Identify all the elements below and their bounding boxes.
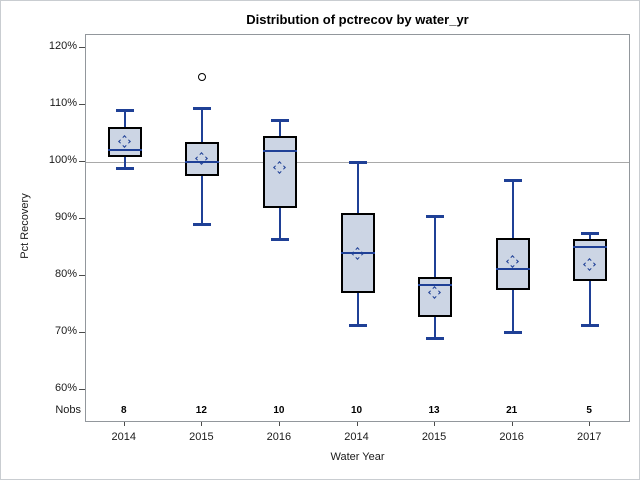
y-tick-label: 100% (48, 154, 77, 166)
whisker-cap-bottom (348, 323, 367, 327)
median-line (107, 149, 142, 152)
plot-area (85, 34, 630, 422)
whisker-cap-top (270, 119, 289, 123)
y-tick-label: 110% (49, 97, 77, 109)
x-tickmark (434, 422, 435, 426)
x-axis-title: Water Year (330, 451, 385, 463)
nobs-row-label: Nobs (55, 404, 81, 416)
box-iqr (262, 135, 297, 208)
whisker-cap-top (193, 107, 212, 111)
x-tickmark (357, 422, 358, 426)
x-tick-label: 2017 (576, 431, 602, 443)
x-tickmark (279, 422, 280, 426)
x-tickmark (512, 422, 513, 426)
median-line (262, 149, 297, 152)
y-tickmark (79, 389, 85, 390)
y-tickmark (79, 161, 85, 162)
box-iqr (495, 237, 530, 290)
nobs-value: 8 (121, 405, 127, 416)
median-line (418, 283, 453, 286)
x-tickmark (124, 422, 125, 426)
nobs-value: 10 (350, 405, 363, 416)
x-tick-label: 2014 (344, 431, 369, 443)
x-tickmark (201, 422, 202, 426)
whisker-cap-top (503, 179, 522, 183)
nobs-value: 21 (506, 405, 518, 416)
whisker-cap-bottom (503, 331, 522, 334)
y-tick-label: 90% (54, 211, 77, 223)
y-tick-label: 60% (54, 382, 77, 394)
y-tickmark (79, 104, 85, 105)
whisker-cap-top (115, 108, 134, 112)
whisker-cap-bottom (426, 336, 445, 340)
nobs-value: 5 (586, 405, 592, 416)
nobs-value: 10 (273, 405, 285, 416)
chart-title: Distribution of pctrecov by water_yr (246, 12, 469, 27)
x-tick-label: 2015 (421, 431, 447, 443)
median-line (340, 252, 375, 255)
y-tickmark (79, 47, 85, 48)
whisker-cap-top (426, 215, 445, 219)
y-tick-label: 70% (54, 325, 77, 337)
whisker-cap-bottom (115, 167, 134, 171)
y-tick-label: 120% (48, 40, 77, 52)
x-tick-label: 2016 (499, 431, 524, 443)
median-line (573, 245, 608, 248)
x-tick-label: 2014 (111, 431, 137, 443)
y-tickmark (79, 218, 85, 219)
whisker-cap-top (581, 232, 600, 236)
nobs-value: 12 (195, 405, 207, 416)
x-tick-label: 2016 (266, 431, 292, 443)
whisker-cap-bottom (193, 222, 212, 226)
whisker-cap-bottom (581, 323, 600, 327)
box-iqr (185, 142, 220, 177)
x-tickmark (589, 422, 590, 426)
median-line (185, 161, 220, 163)
outlier-point (198, 72, 207, 81)
whisker-cap-top (348, 161, 367, 164)
y-tickmark (79, 332, 85, 333)
median-line (495, 268, 530, 271)
nobs-value: 13 (428, 405, 440, 416)
y-tickmark (79, 275, 85, 276)
x-tick-label: 2015 (189, 431, 214, 443)
y-tick-label: 80% (54, 268, 77, 280)
box-iqr (107, 126, 142, 158)
box-iqr (573, 238, 608, 281)
whisker-cap-bottom (270, 238, 289, 242)
